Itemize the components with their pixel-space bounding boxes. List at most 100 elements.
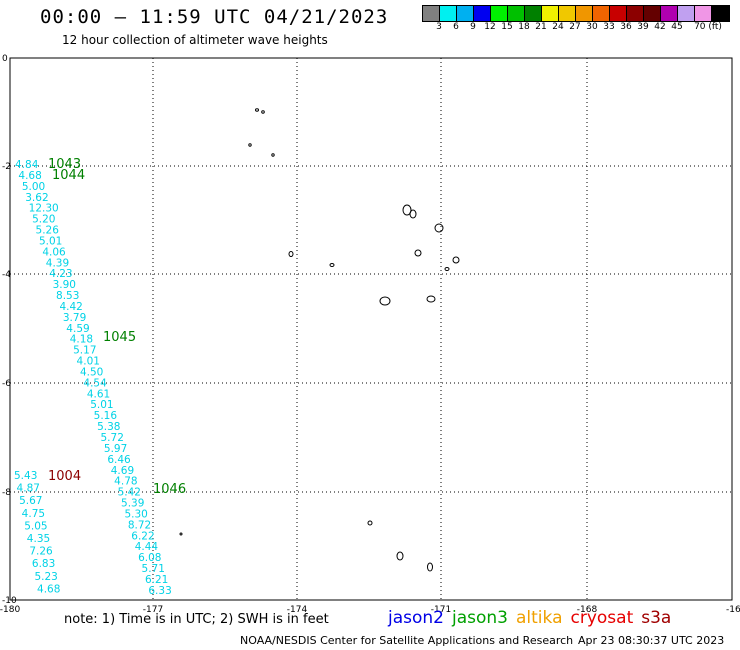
wave-height-value: 5.01 <box>90 399 113 411</box>
satellite-legend: jason2 jason3 altika cryosat s3a <box>388 608 679 628</box>
pass-number-label: 1045 <box>103 330 136 345</box>
color-scale-label: 12 <box>484 22 496 32</box>
color-scale-swatch <box>423 6 440 21</box>
wave-height-value: 5.97 <box>104 443 127 455</box>
page-title: 00:00 – 11:59 UTC 04/21/2023 <box>40 6 389 28</box>
x-tick-label: -174 <box>287 605 308 615</box>
wave-height-value: 4.75 <box>22 508 45 520</box>
island-outlines <box>179 108 460 572</box>
color-scale-label: 36 <box>620 22 632 32</box>
color-scale-label: 3 <box>436 22 442 32</box>
wave-height-value: 5.71 <box>142 563 165 575</box>
wave-height-value: 4.35 <box>27 533 50 545</box>
page-subtitle: 12 hour collection of altimeter wave hei… <box>62 33 328 47</box>
color-scale-swatch <box>576 6 593 21</box>
wave-height-value: 5.17 <box>73 345 96 357</box>
wave-height-value: 4.68 <box>37 583 60 595</box>
color-scale-swatch <box>457 6 474 21</box>
wave-height-value: 4.44 <box>135 541 159 553</box>
wave-height-value: 6.21 <box>145 574 168 586</box>
wave-height-value: 4.61 <box>87 388 110 400</box>
island-outline <box>379 296 391 306</box>
wave-height-value: 5.42 <box>118 487 141 499</box>
wave-height-value: 12.30 <box>29 203 59 215</box>
x-tick-label: -168 <box>577 605 598 615</box>
island-outline <box>452 256 460 264</box>
y-tick-label: 0 <box>2 54 8 64</box>
pass-number-label: 1044 <box>52 168 85 183</box>
wave-height-value: 4.01 <box>77 356 100 368</box>
y-tick-label: -10 <box>2 596 17 606</box>
map-frame <box>9 57 733 601</box>
color-scale-swatch <box>593 6 610 21</box>
island-outline <box>409 209 417 219</box>
island-outline <box>261 110 265 114</box>
color-scale-swatch <box>440 6 457 21</box>
color-scale-swatch <box>644 6 661 21</box>
color-scale-label: 30 <box>586 22 598 32</box>
legend-item-jason3: jason3 <box>452 608 508 628</box>
island-outline <box>255 108 259 112</box>
wave-height-value: 5.16 <box>94 410 118 422</box>
color-scale-label: 18 <box>518 22 530 32</box>
color-scale-swatch <box>525 6 542 21</box>
pass-number-label: 1004 <box>48 469 81 484</box>
wave-height-value: 5.23 <box>34 571 57 583</box>
legend-item-jason2: jason2 <box>388 608 444 628</box>
color-scale-swatch <box>627 6 644 21</box>
wave-height-value: 4.18 <box>70 334 93 346</box>
wave-height-value: 6.22 <box>131 530 154 542</box>
legend-item-altika: altika <box>516 608 563 628</box>
wave-height-value: 5.38 <box>97 421 120 433</box>
wave-height-value: 5.01 <box>39 235 62 247</box>
wave-height-value: 4.59 <box>66 323 89 335</box>
wave-height-value: 3.90 <box>53 279 76 291</box>
island-outline <box>402 204 412 216</box>
color-scale-swatch <box>474 6 491 21</box>
wave-height-value: 6.08 <box>138 552 161 564</box>
color-scale-swatch <box>542 6 559 21</box>
color-scale-label: 33 <box>603 22 615 32</box>
wave-height-value: 6.46 <box>107 454 131 466</box>
y-tick-label: -6 <box>2 379 11 389</box>
wave-height-value: 4.78 <box>114 476 137 488</box>
wave-height-value: 4.68 <box>18 170 41 182</box>
x-tick-label: -171 <box>431 605 451 615</box>
wave-height-value: 5.20 <box>32 214 55 226</box>
legend-item-cryosat: cryosat <box>570 608 634 628</box>
x-tick-label: -177 <box>143 605 163 615</box>
island-outline <box>396 551 404 561</box>
wave-height-value: 4.69 <box>111 465 134 477</box>
island-outline <box>367 520 373 526</box>
color-scale-label: 15 <box>501 22 513 32</box>
wave-height-value: 5.00 <box>22 181 45 193</box>
wave-height-value: 4.06 <box>42 246 66 258</box>
wave-height-value: 5.39 <box>121 498 144 510</box>
color-scale-swatch <box>508 6 525 21</box>
color-scale-label: 70 (ft) <box>694 22 722 32</box>
island-outline <box>179 532 183 536</box>
color-scale-label: 24 <box>552 22 564 32</box>
x-tick-label: -16 <box>726 605 740 615</box>
wave-height-value: 5.26 <box>36 225 60 237</box>
y-tick-label: -4 <box>2 270 11 280</box>
island-outline <box>427 562 433 572</box>
wave-height-value: 4.39 <box>46 257 69 269</box>
pass-number-label: 1046 <box>153 482 186 497</box>
wave-height-value: 5.67 <box>19 495 42 507</box>
wave-height-value: 5.43 <box>14 470 37 482</box>
color-scale-label: 42 <box>654 22 666 32</box>
color-scale-labels: 3 6 9 12 15 18 21 24 27 30 33 36 39 42 45 70 (ft) <box>422 22 740 34</box>
color-scale-swatch <box>610 6 627 21</box>
color-scale-swatch <box>559 6 576 21</box>
wave-height-value: 5.05 <box>24 520 47 532</box>
color-scale-swatch <box>712 6 729 21</box>
color-scale-bar <box>422 5 730 22</box>
wave-height-value: 6.83 <box>32 558 55 570</box>
x-tick-label: -180 <box>0 605 20 615</box>
wave-height-value: 4.50 <box>80 366 103 378</box>
generated-timestamp: Apr 23 08:30:37 UTC 2023 <box>578 634 725 647</box>
color-scale-label: 21 <box>535 22 547 32</box>
y-tick-label: -8 <box>2 488 11 498</box>
